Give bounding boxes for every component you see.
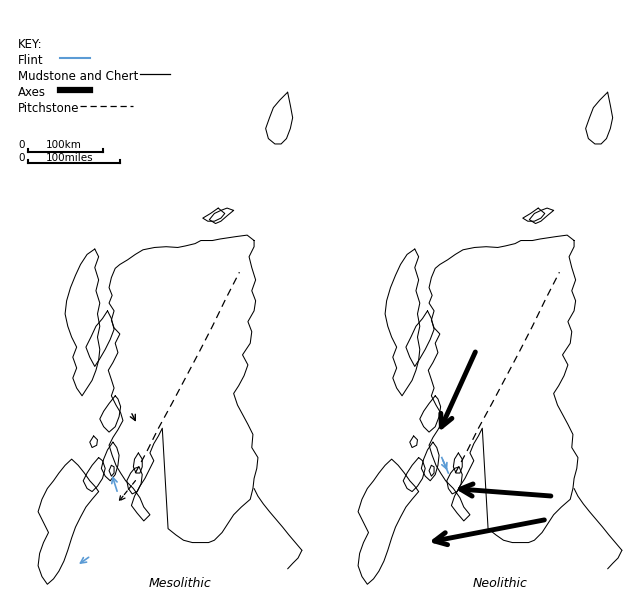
Text: 0: 0 <box>18 140 24 150</box>
Text: Flint: Flint <box>18 54 43 67</box>
Text: KEY:: KEY: <box>18 38 43 51</box>
Text: Mesolithic: Mesolithic <box>148 577 211 590</box>
Text: 100miles: 100miles <box>46 153 94 163</box>
Text: Axes: Axes <box>18 86 46 99</box>
Text: Pitchstone: Pitchstone <box>18 102 80 115</box>
Text: Mudstone and Chert: Mudstone and Chert <box>18 70 138 83</box>
Text: 0: 0 <box>18 153 24 163</box>
Text: Neolithic: Neolithic <box>472 577 527 590</box>
Text: 100km: 100km <box>46 140 82 150</box>
